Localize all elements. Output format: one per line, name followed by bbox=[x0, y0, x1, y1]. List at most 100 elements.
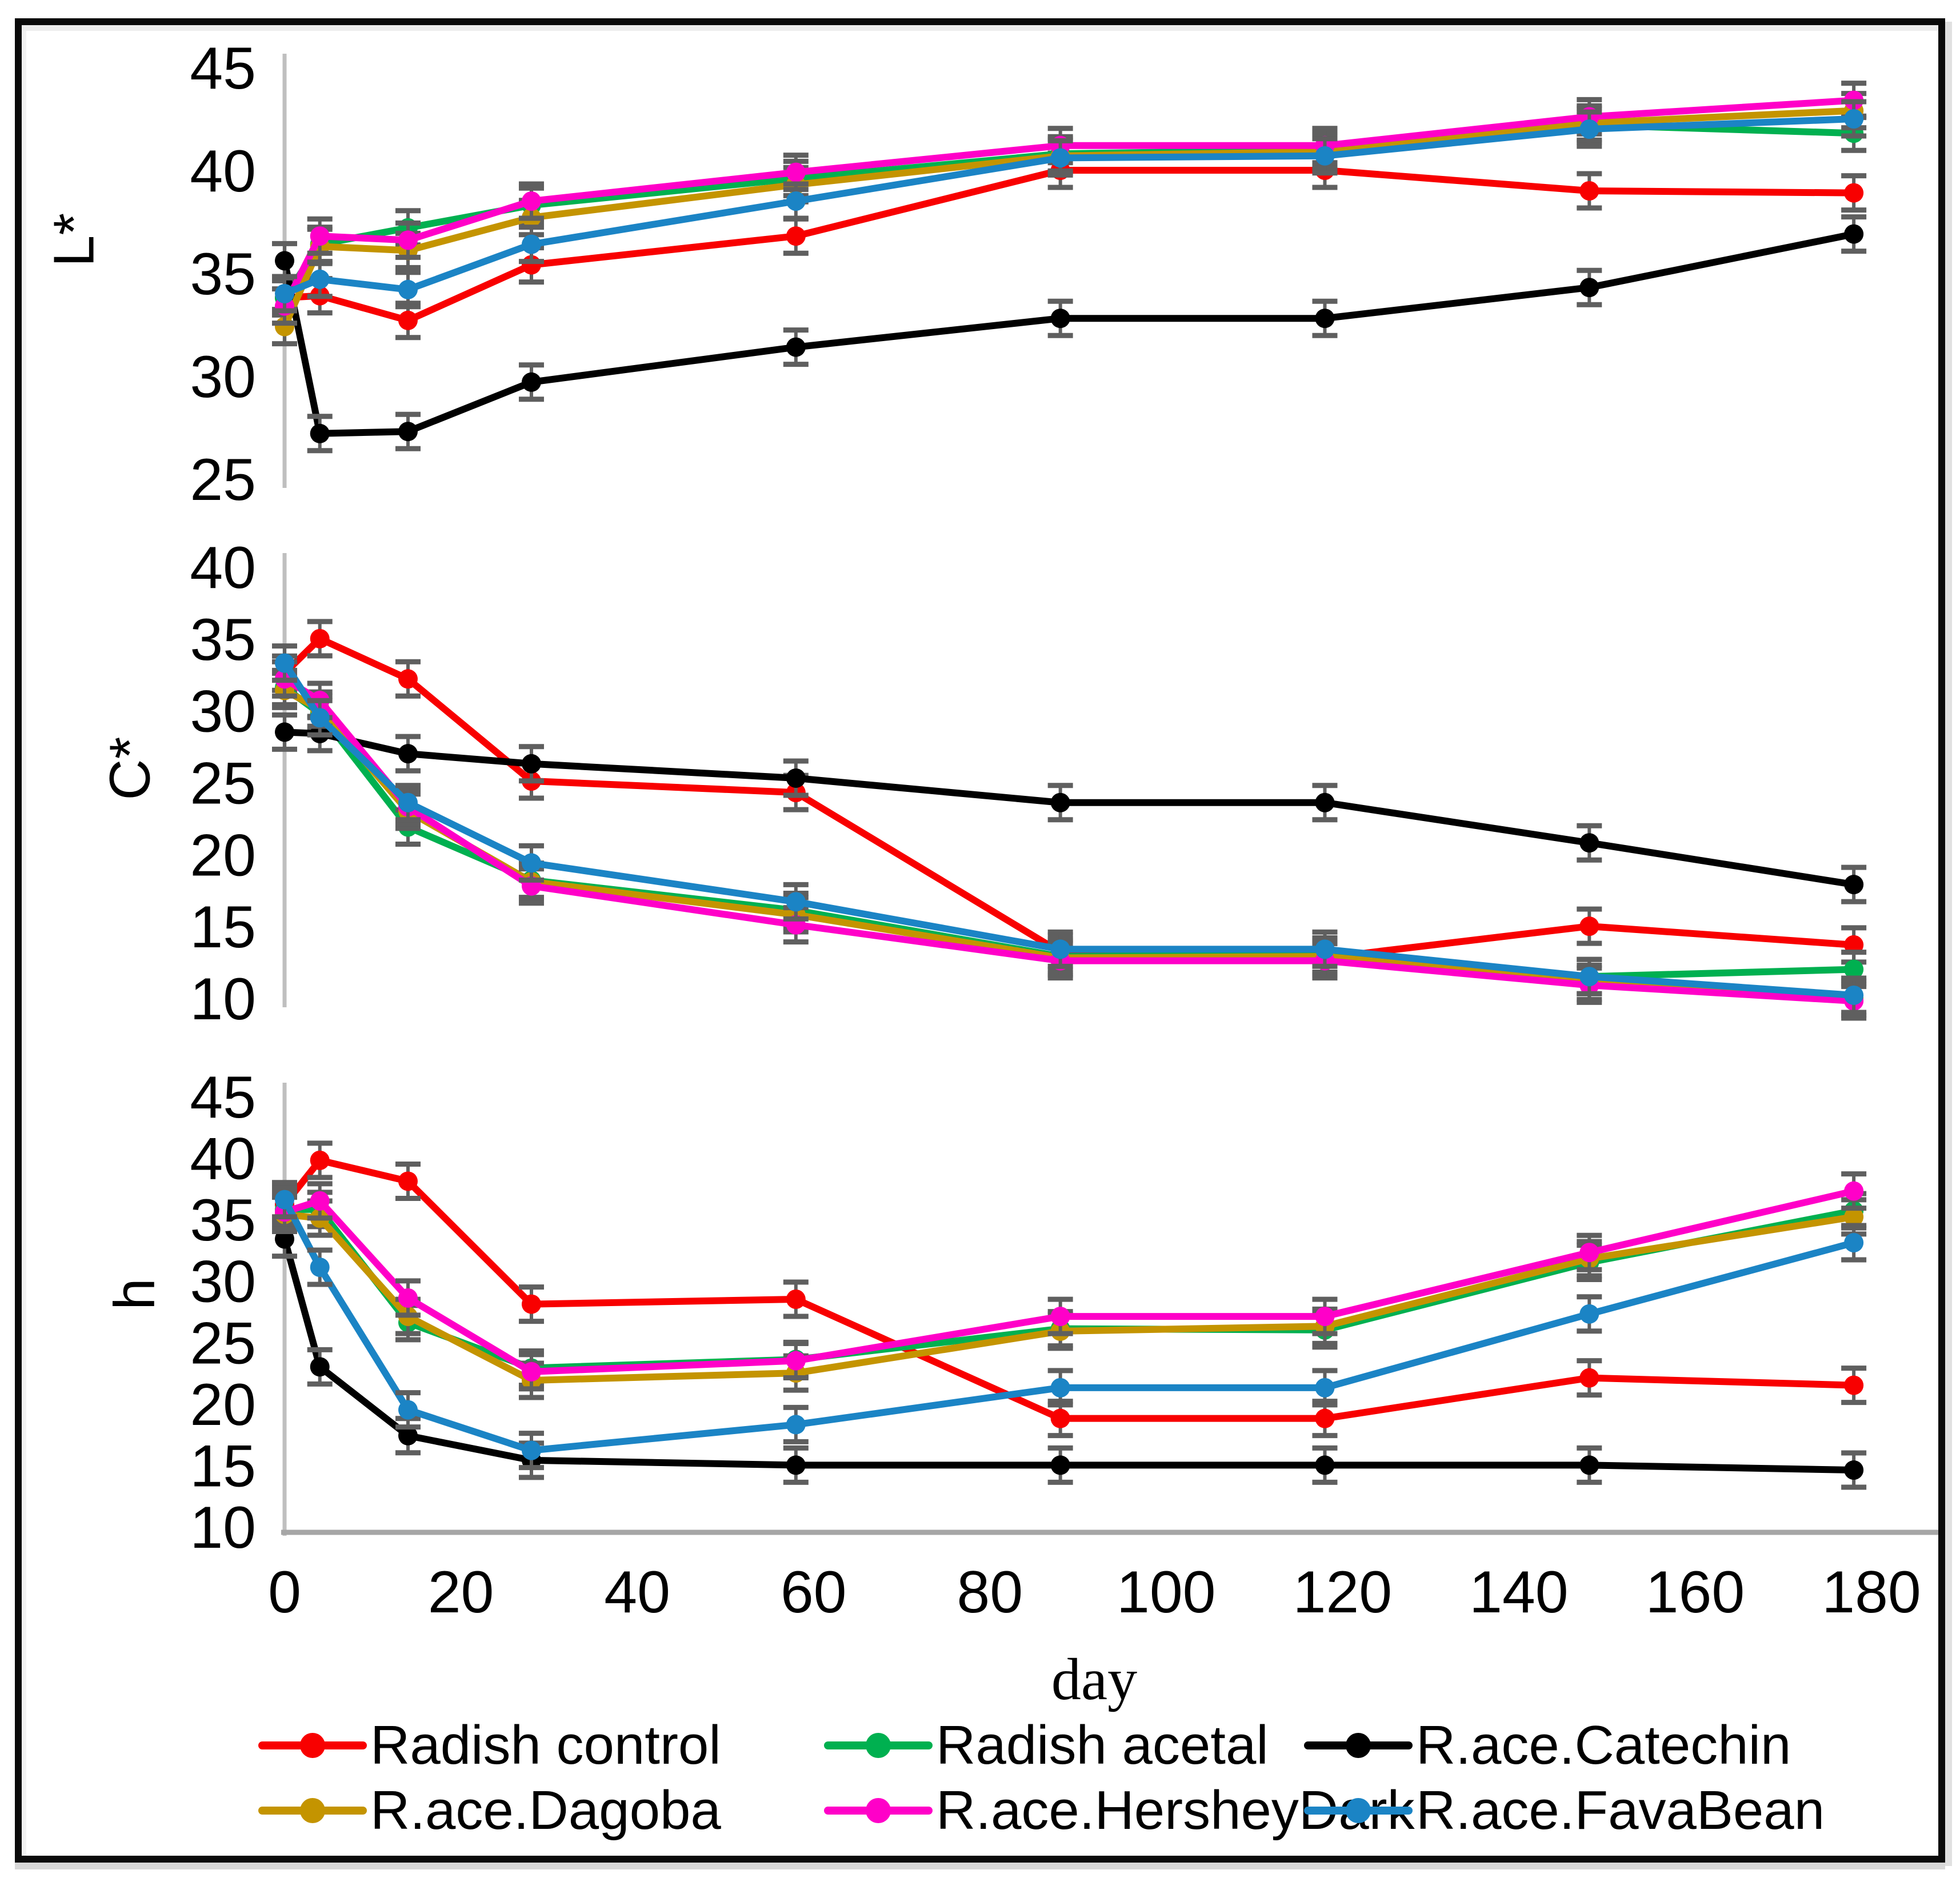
data-point-marker bbox=[1315, 792, 1335, 812]
data-point-marker bbox=[1579, 916, 1599, 936]
data-point-marker bbox=[1579, 1368, 1599, 1388]
data-point-marker bbox=[1050, 1307, 1070, 1327]
data-point-marker bbox=[275, 251, 294, 271]
data-point-marker bbox=[1579, 1304, 1599, 1324]
data-point-marker bbox=[521, 1440, 541, 1460]
y-tick-label: 35 bbox=[190, 607, 256, 673]
series-r-ace-catechin bbox=[272, 1219, 1867, 1490]
x-tick-label: 40 bbox=[604, 1559, 670, 1625]
data-point-marker bbox=[786, 1455, 806, 1475]
data-point-marker bbox=[1579, 967, 1599, 987]
data-point-marker bbox=[786, 337, 806, 357]
data-point-marker bbox=[275, 653, 294, 673]
series-r-ace-hersheydark bbox=[272, 1171, 1867, 1392]
legend-item-r-ace-dagoba: R.ace.Dagoba bbox=[258, 1779, 721, 1842]
data-point-marker bbox=[1844, 224, 1864, 244]
legend-marker-icon bbox=[1304, 1795, 1413, 1827]
data-point-marker bbox=[398, 310, 418, 330]
data-point-marker bbox=[398, 669, 418, 689]
y-tick-label: 45 bbox=[190, 1064, 256, 1131]
data-point-marker bbox=[1315, 146, 1335, 166]
data-point-marker bbox=[1315, 939, 1335, 959]
y-tick-label: 35 bbox=[190, 1187, 256, 1254]
data-point-marker bbox=[521, 191, 541, 211]
y-tick-label: 30 bbox=[190, 344, 256, 410]
y-axis-title-h: h bbox=[102, 1278, 167, 1310]
y-axis-title-cstar: C* bbox=[98, 736, 162, 800]
data-point-marker bbox=[1579, 833, 1599, 853]
data-point-marker bbox=[398, 1400, 418, 1420]
y-tick-label: 40 bbox=[190, 535, 256, 601]
data-point-marker bbox=[310, 1357, 330, 1377]
x-tick-label: 180 bbox=[1822, 1559, 1921, 1625]
data-point-marker bbox=[521, 853, 541, 873]
y-tick-label: 25 bbox=[190, 447, 256, 513]
data-point-marker bbox=[1579, 1243, 1599, 1263]
data-point-marker bbox=[786, 191, 806, 211]
data-point-marker bbox=[310, 423, 330, 443]
data-point-marker bbox=[398, 1425, 418, 1445]
data-point-marker bbox=[398, 744, 418, 764]
y-tick-label: 15 bbox=[190, 1433, 256, 1499]
data-point-marker bbox=[1050, 939, 1070, 959]
data-point-marker bbox=[786, 1415, 806, 1435]
data-point-marker bbox=[1050, 792, 1070, 812]
data-point-marker bbox=[310, 1150, 330, 1170]
x-tick-label: 140 bbox=[1469, 1559, 1569, 1625]
data-point-marker bbox=[786, 162, 806, 182]
data-point-marker bbox=[1844, 1233, 1864, 1253]
data-point-marker bbox=[521, 234, 541, 254]
y-tick-label: 30 bbox=[190, 1249, 256, 1315]
y-tick-label: 40 bbox=[190, 138, 256, 205]
data-point-marker bbox=[786, 1289, 806, 1309]
y-tick-label: 15 bbox=[190, 894, 256, 960]
legend-item-r-ace-catechin: R.ace.Catechin bbox=[1304, 1714, 1791, 1777]
legend-label: R.ace.FavaBean bbox=[1416, 1780, 1825, 1841]
legend-item-r-ace-favabean: R.ace.FavaBean bbox=[1304, 1779, 1825, 1842]
data-point-marker bbox=[786, 892, 806, 912]
data-point-marker bbox=[1050, 148, 1070, 168]
data-point-marker bbox=[1844, 985, 1864, 1005]
y-tick-label: 10 bbox=[190, 966, 256, 1032]
data-point-marker bbox=[1315, 1307, 1335, 1327]
y-tick-label: 30 bbox=[190, 679, 256, 745]
legend-label: R.ace.Dagoba bbox=[370, 1780, 721, 1841]
y-tick-label: 25 bbox=[190, 751, 256, 817]
y-tick-label: 20 bbox=[190, 1372, 256, 1438]
data-point-marker bbox=[310, 1191, 330, 1211]
series-radish-control bbox=[272, 150, 1867, 341]
series-radish-control bbox=[272, 619, 1867, 978]
legend-marker-icon bbox=[824, 1729, 933, 1761]
legend-item-radish-control: Radish control bbox=[258, 1714, 721, 1777]
x-tick-label: 20 bbox=[428, 1559, 494, 1625]
data-point-marker bbox=[1050, 1455, 1070, 1475]
data-point-marker bbox=[1315, 309, 1335, 329]
data-point-marker bbox=[398, 422, 418, 442]
data-point-marker bbox=[398, 792, 418, 812]
data-point-marker bbox=[1050, 1408, 1070, 1428]
y-tick-label: 35 bbox=[190, 241, 256, 307]
data-point-marker bbox=[1844, 1181, 1864, 1201]
data-point-marker bbox=[1579, 181, 1599, 201]
legend-label: Radish acetal bbox=[936, 1715, 1269, 1776]
y-tick-label: 45 bbox=[190, 35, 256, 102]
data-point-marker bbox=[398, 1171, 418, 1191]
legend-marker-icon bbox=[1304, 1729, 1413, 1761]
data-point-marker bbox=[1050, 1378, 1070, 1398]
data-point-marker bbox=[1315, 1455, 1335, 1475]
data-point-marker bbox=[275, 1229, 294, 1249]
data-point-marker bbox=[521, 754, 541, 774]
x-tick-label: 160 bbox=[1646, 1559, 1745, 1625]
y-tick-label: 20 bbox=[190, 822, 256, 888]
legend-marker-icon bbox=[258, 1795, 367, 1827]
data-point-marker bbox=[521, 1294, 541, 1314]
data-point-marker bbox=[1844, 959, 1864, 979]
data-point-marker bbox=[310, 1258, 330, 1278]
legend-label: Radish control bbox=[370, 1715, 721, 1776]
data-point-marker bbox=[1579, 278, 1599, 298]
data-point-marker bbox=[398, 230, 418, 250]
x-tick-label: 60 bbox=[781, 1559, 847, 1625]
